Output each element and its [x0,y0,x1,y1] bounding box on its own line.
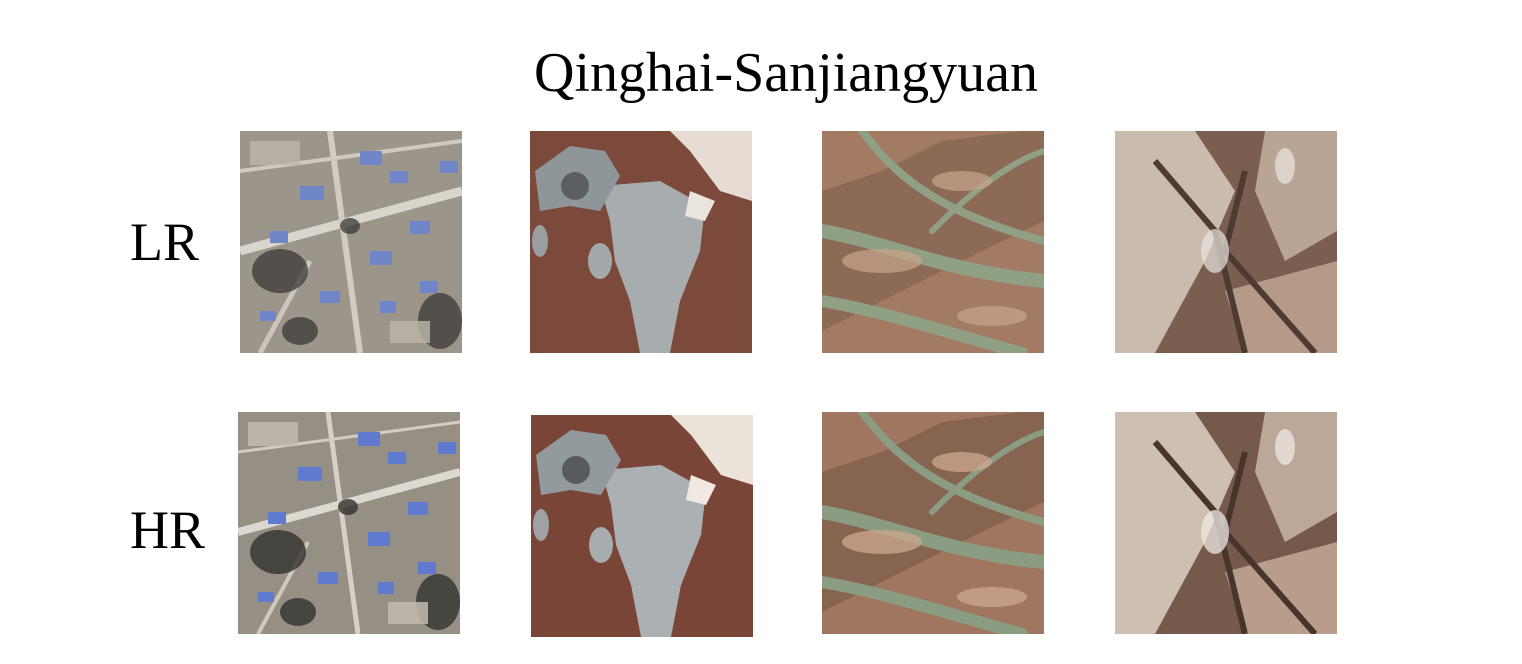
lr-salt-flat-image [530,131,752,353]
hr-salt-flat-image [531,415,753,637]
figure-title: Qinghai-Sanjiangyuan [0,40,1522,106]
row-label-lr: LR [130,212,199,272]
lr-mountain-image [1115,131,1337,353]
hr-village-image [238,412,460,634]
lr-village-image [240,131,462,353]
hr-mountain-image [1115,412,1337,634]
lr-river-image [822,131,1044,353]
row-label-hr: HR [130,500,205,560]
hr-river-image [822,412,1044,634]
